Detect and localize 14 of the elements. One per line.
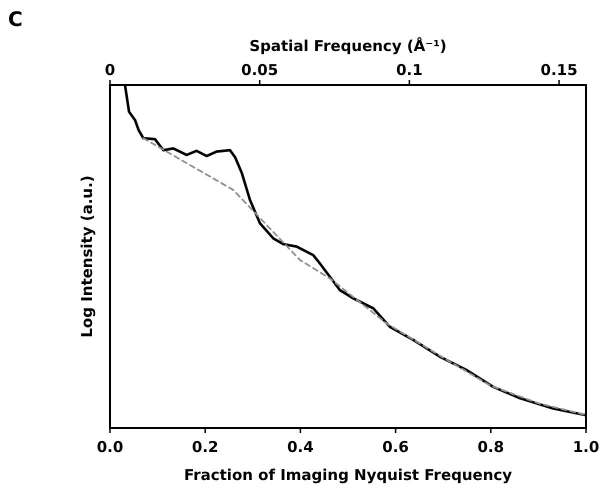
x-tick-label: 1.0 <box>572 438 600 456</box>
x-tick-label: 0.8 <box>478 438 504 456</box>
x-tick-label: 0.2 <box>192 438 218 456</box>
x2-axis-title: Spatial Frequency (Å⁻¹) <box>249 37 447 55</box>
x2-tick-label: 0.05 <box>241 61 278 79</box>
x2-tick-label: 0 <box>104 61 116 79</box>
x-tick-label: 0.6 <box>382 438 409 456</box>
y-axis-title: Log Intensity (a.u.) <box>78 175 96 338</box>
x-tick-label: 0.0 <box>96 438 124 456</box>
x2-tick-label: 0.1 <box>396 61 423 79</box>
chart-title: C <box>8 7 23 31</box>
x-tick-label: 0.4 <box>287 438 314 456</box>
x2-tick-label: 0.15 <box>540 61 578 79</box>
x-axis-title: Fraction of Imaging Nyquist Frequency <box>184 466 512 484</box>
